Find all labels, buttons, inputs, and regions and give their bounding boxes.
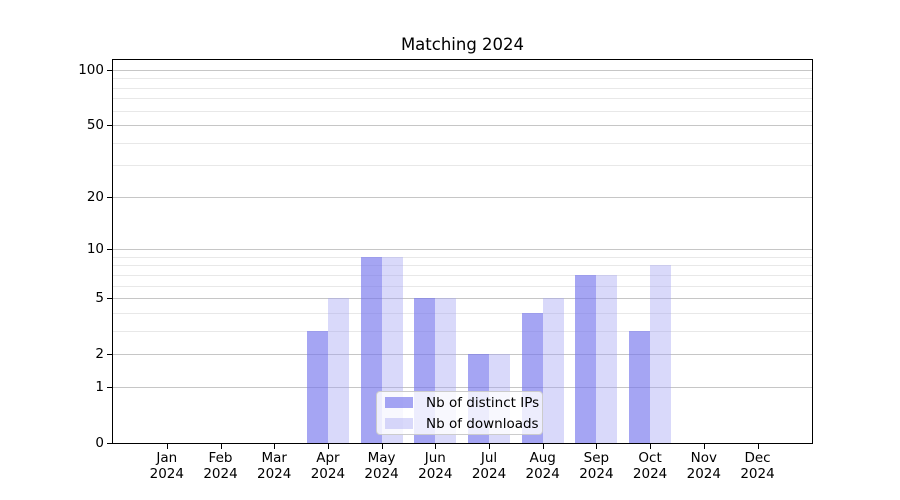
gridline-major — [113, 386, 812, 388]
x-tick-mark — [650, 444, 652, 449]
x-tick-mark — [757, 444, 759, 449]
chart-title: Matching 2024 — [400, 35, 525, 54]
y-tick-mark — [107, 354, 112, 356]
plot-area — [112, 59, 813, 444]
bar-distinct-ips-apr — [306, 330, 328, 443]
gridline-minor — [113, 87, 812, 89]
x-tick-label-jan: Jan 2024 — [149, 450, 184, 482]
y-tick-label: 10 — [86, 241, 104, 258]
gridline-minor — [113, 256, 812, 258]
legend-label-distinct-ips: Nb of distinct IPs — [426, 394, 540, 411]
x-tick-mark — [489, 444, 490, 449]
legend-entry-downloads: Nb of downloads — [385, 417, 539, 431]
gridline-minor — [113, 330, 812, 332]
x-tick-mark — [327, 444, 329, 449]
y-tick-label: 5 — [95, 290, 104, 307]
y-tick-label: 0 — [95, 435, 104, 451]
gridline-major — [113, 298, 812, 300]
y-tick-mark — [107, 196, 112, 198]
legend-swatch-distinct-ips — [385, 397, 413, 408]
legend-swatch-downloads — [385, 418, 413, 429]
gridline-minor — [113, 274, 812, 276]
x-tick-label-feb: Feb 2024 — [203, 450, 238, 482]
y-tick-mark — [107, 70, 112, 71]
x-tick-label-mar: Mar 2024 — [257, 450, 292, 482]
x-tick-label-jun: Jun 2024 — [418, 450, 453, 482]
gridline-minor — [113, 78, 812, 80]
y-tick-mark — [107, 125, 112, 127]
y-tick-label: 2 — [95, 346, 104, 363]
bar-downloads-apr — [327, 298, 349, 443]
gridline-major — [113, 70, 812, 71]
gridline-minor — [113, 285, 812, 287]
y-tick-mark — [107, 298, 112, 300]
bar-downloads-aug — [542, 298, 564, 443]
gridline-minor — [113, 165, 812, 167]
y-tick-label: 100 — [78, 62, 104, 78]
x-tick-label-sep: Sep 2024 — [579, 450, 614, 482]
legend-label-downloads: Nb of downloads — [426, 415, 539, 432]
y-tick-label: 20 — [86, 188, 104, 205]
y-tick-mark — [107, 249, 112, 251]
bar-downloads-oct — [650, 265, 672, 443]
gridline-minor — [113, 98, 812, 100]
x-tick-mark — [166, 444, 168, 449]
y-tick-mark — [107, 386, 112, 388]
y-tick-label: 50 — [86, 117, 104, 134]
gridline-major — [113, 354, 812, 356]
bar-downloads-sep — [596, 274, 618, 443]
gridline-minor — [113, 142, 812, 144]
bar-distinct-ips-sep — [575, 274, 597, 443]
x-tick-label-oct: Oct 2024 — [632, 450, 668, 482]
gridline-minor — [113, 110, 812, 112]
gridline-minor — [113, 265, 812, 267]
x-tick-label-nov: Nov 2024 — [686, 450, 721, 482]
x-tick-label-aug: Aug 2024 — [525, 450, 560, 482]
gridline-minor — [113, 312, 812, 314]
x-tick-mark — [381, 444, 383, 449]
y-tick-mark — [107, 443, 112, 444]
x-tick-mark — [542, 444, 544, 449]
gridline-major — [113, 249, 812, 251]
gridline-major — [113, 196, 812, 198]
x-tick-mark — [703, 444, 705, 449]
gridline-major — [113, 125, 812, 127]
y-tick-label: 1 — [95, 378, 104, 395]
x-tick-mark — [596, 444, 598, 449]
x-tick-label-dec: Dec 2024 — [740, 450, 775, 482]
x-tick-mark — [435, 444, 437, 449]
x-tick-mark — [274, 444, 276, 449]
x-tick-label-jul: Jul 2024 — [471, 450, 507, 482]
x-tick-label-apr: Apr 2024 — [310, 450, 346, 482]
bar-distinct-ips-oct — [629, 330, 651, 443]
x-tick-mark — [220, 444, 222, 449]
legend-entry-distinct-ips: Nb of distinct IPs — [385, 396, 539, 410]
x-tick-label-may: May 2024 — [364, 450, 399, 482]
legend: Nb of distinct IPs Nb of downloads — [376, 391, 543, 435]
